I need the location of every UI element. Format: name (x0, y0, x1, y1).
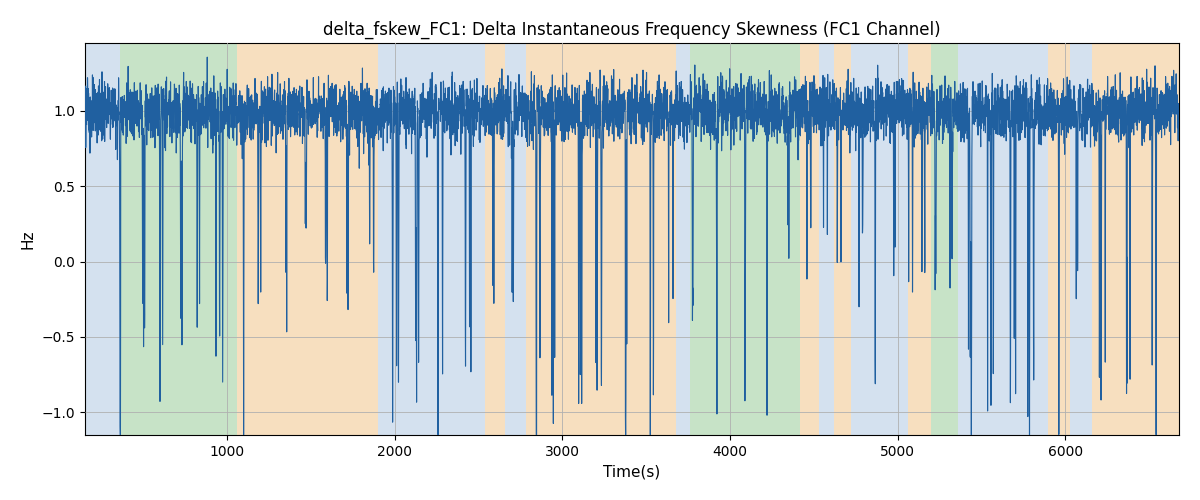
Bar (526, 43, 677, 435)
Bar (120, 43, 238, 435)
Bar (85, 43, 120, 435)
Bar (818, 43, 834, 435)
Bar (1070, 43, 1092, 435)
Bar (690, 43, 800, 435)
Bar (907, 43, 931, 435)
Bar (1049, 43, 1070, 435)
Bar (505, 43, 526, 435)
Bar (800, 43, 818, 435)
Title: delta_fskew_FC1: Delta Instantaneous Frequency Skewness (FC1 Channel): delta_fskew_FC1: Delta Instantaneous Fre… (323, 21, 941, 39)
X-axis label: Time(s): Time(s) (604, 464, 660, 479)
Y-axis label: Hz: Hz (20, 230, 36, 249)
Bar (851, 43, 907, 435)
Bar (958, 43, 1049, 435)
Bar (834, 43, 851, 435)
Bar (1092, 43, 1180, 435)
Bar (238, 43, 378, 435)
Bar (485, 43, 505, 435)
Bar (378, 43, 485, 435)
Bar (677, 43, 690, 435)
Bar (931, 43, 958, 435)
